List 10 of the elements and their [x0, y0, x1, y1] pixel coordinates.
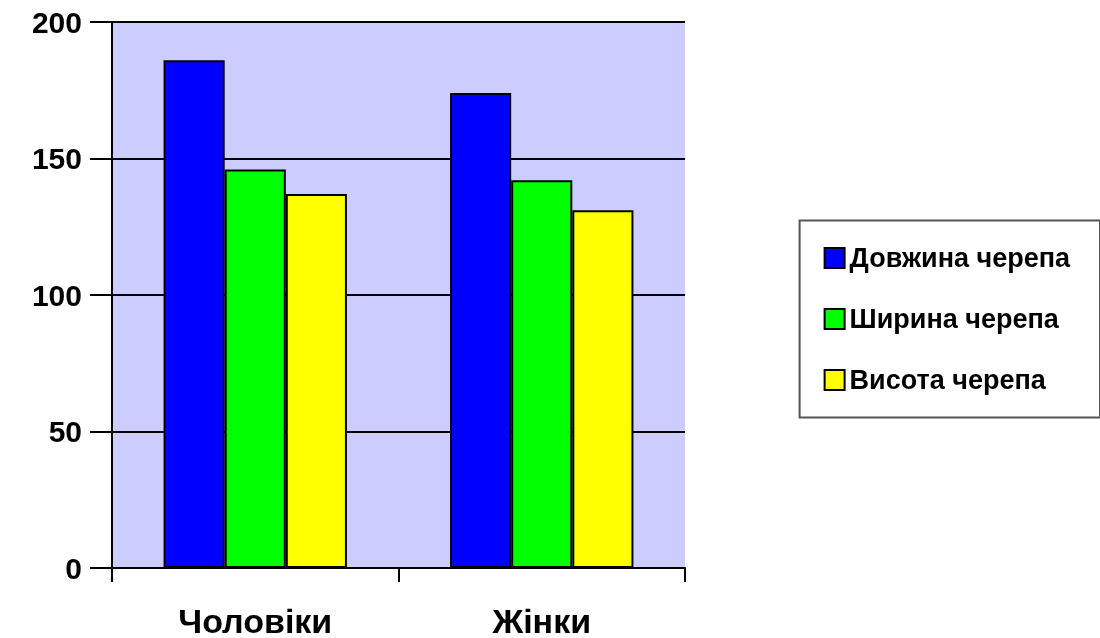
legend-label: Ширина черепа [849, 304, 1060, 334]
y-tick-label: 0 [65, 551, 82, 585]
y-tick-label: 50 [48, 415, 82, 448]
legend-label: Довжина черепа [849, 243, 1071, 273]
legend-label: Висота черепа [849, 365, 1047, 395]
y-tick-label: 200 [31, 5, 82, 39]
y-tick-label: 100 [31, 278, 82, 312]
y-tick-label: 150 [31, 142, 82, 175]
x-tick-label: Чоловіки [178, 602, 333, 638]
x-tick-label: Жінки [491, 602, 592, 638]
